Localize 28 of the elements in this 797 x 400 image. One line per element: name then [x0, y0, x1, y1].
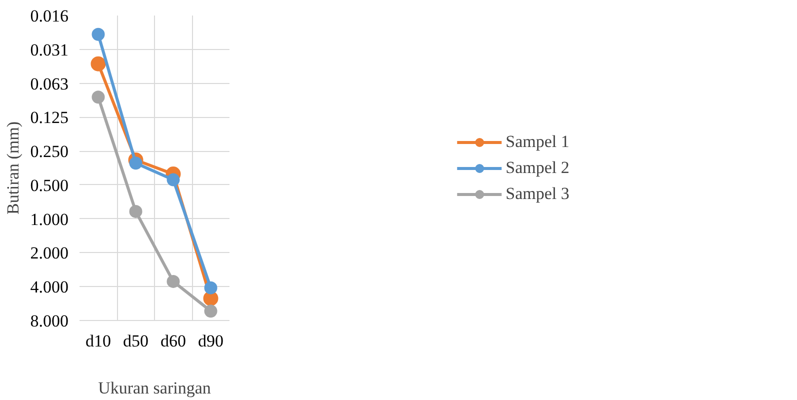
x-axis-title: Ukuran saringan: [98, 378, 212, 398]
point: [204, 304, 218, 318]
legend-label: Sampel 2: [506, 158, 570, 178]
point: [204, 281, 218, 294]
y-tick-label: 0.016: [30, 6, 68, 26]
legend-label: Sampel 3: [506, 184, 570, 204]
y-tick-label: 0.063: [30, 74, 68, 94]
y-tick-label: 0.031: [30, 40, 68, 60]
x-tick-label: d90: [198, 332, 224, 350]
y-tick-label: 4.000: [30, 278, 68, 297]
y-tick-label: 1.000: [30, 210, 68, 229]
y-tick-label: 0.500: [30, 176, 68, 195]
point: [92, 90, 105, 104]
y-tick-label: 0.250: [30, 142, 68, 162]
x-tick-label: d50: [123, 332, 148, 350]
point: [129, 204, 142, 218]
point: [92, 28, 105, 41]
y-tick-label: 0.125: [30, 108, 68, 128]
y-tick-label: 8.000: [30, 312, 68, 330]
y-tick-label: 2.000: [30, 244, 68, 263]
legend-label: Sampel 1: [506, 132, 570, 152]
y-axis-title: Butiran (mm): [3, 121, 22, 215]
x-tick-label: d10: [86, 332, 111, 350]
point: [129, 156, 142, 170]
point: [90, 56, 106, 72]
point: [166, 274, 180, 288]
x-tick-label: d60: [160, 332, 186, 350]
point: [166, 173, 180, 186]
